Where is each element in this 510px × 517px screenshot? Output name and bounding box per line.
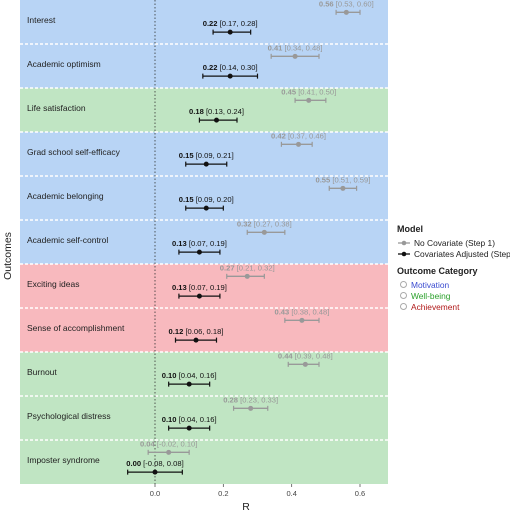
- value-label-adjusted-academic-self-control: 0.13 [0.07, 0.19]: [172, 239, 227, 248]
- outcome-label-interest: Interest: [27, 15, 56, 25]
- value-label-no-covariate-academic-optimism: 0.41 [0.34, 0.48]: [268, 43, 323, 52]
- outcome-label-academic-self-control: Academic self-control: [27, 235, 108, 245]
- point-adjusted-burnout: [186, 381, 192, 387]
- panel-academic-belonging: [20, 176, 388, 220]
- legend-swatch-step2: [397, 250, 411, 258]
- value-label-adjusted-life-satisfaction: 0.18 [0.13, 0.24]: [189, 107, 244, 116]
- panel-interest: [20, 0, 388, 44]
- outcome-label-academic-optimism: Academic optimism: [27, 59, 101, 69]
- point-no-covariate-imposter-syndrome: [166, 449, 172, 455]
- panel-academic-optimism: [20, 44, 388, 88]
- legend-item-motivation: Motivation: [397, 279, 509, 290]
- point-no-covariate-sense-of-accomplishment: [299, 317, 305, 323]
- value-label-no-covariate-imposter-syndrome: 0.04 [-0.02, 0.10]: [140, 439, 197, 448]
- value-label-adjusted-academic-optimism: 0.22 [0.14, 0.30]: [203, 63, 258, 72]
- value-label-adjusted-imposter-syndrome: 0.00 [-0.08, 0.08]: [126, 459, 183, 468]
- axes-layer: 0.0 0.2 0.4 0.6 R Outcomes: [2, 0, 365, 513]
- panel-academic-self-control: [20, 220, 388, 264]
- point-no-covariate-interest: [343, 9, 349, 15]
- value-label-adjusted-psychological-distress: 0.10 [0.04, 0.16]: [162, 415, 217, 424]
- legend-item-step2: Covariates Adjusted (Step 2): [397, 248, 510, 259]
- y-axis-title: Outcomes: [2, 232, 14, 280]
- legend-swatch-step1: [397, 239, 411, 247]
- legend-model-title: Model: [397, 224, 423, 234]
- value-label-no-covariate-academic-belonging: 0.55 [0.51, 0.59]: [315, 175, 370, 184]
- legend-item-achievement: Achievement: [397, 301, 509, 312]
- point-adjusted-academic-optimism: [227, 73, 233, 79]
- value-label-no-covariate-interest: 0.56 [0.53, 0.60]: [319, 0, 374, 8]
- outcome-label-sense-of-accomplishment: Sense of accomplishment: [27, 323, 125, 333]
- value-label-no-covariate-burnout: 0.44 [0.39, 0.48]: [278, 351, 333, 360]
- marks-layer: Interest 0.56 [0.53, 0.60] 0.22 [0.17, 0.2…: [27, 0, 374, 475]
- point-adjusted-grad-school-self-efficacy: [203, 161, 209, 167]
- point-no-covariate-academic-belonging: [340, 185, 346, 191]
- point-adjusted-exciting-ideas: [196, 293, 202, 299]
- point-adjusted-academic-self-control: [196, 249, 202, 255]
- outcome-label-grad-school-self-efficacy: Grad school self-efficacy: [27, 147, 121, 157]
- point-no-covariate-grad-school-self-efficacy: [296, 141, 301, 147]
- legend-label-well-being: Well-being: [411, 290, 451, 301]
- value-label-no-covariate-grad-school-self-efficacy: 0.42 [0.37, 0.46]: [271, 131, 326, 140]
- panel-life-satisfaction: [20, 88, 388, 132]
- legend-item-step1: No Covariate (Step 1): [397, 237, 509, 248]
- outcome-label-imposter-syndrome: Imposter syndrome: [27, 455, 100, 465]
- legend: Model No Covariate (Step 1) Covariates A…: [397, 224, 510, 312]
- x-tick-label: 0.4: [286, 489, 296, 498]
- legend-dot-motivation: [400, 281, 407, 288]
- panel-psychological-distress: [20, 396, 388, 440]
- panels-layer: [20, 0, 388, 484]
- value-label-no-covariate-exciting-ideas: 0.27 [0.21, 0.32]: [220, 263, 275, 272]
- x-tick-label: 0.0: [150, 489, 160, 498]
- point-no-covariate-burnout: [302, 361, 308, 367]
- value-label-no-covariate-academic-self-control: 0.32 [0.27, 0.38]: [237, 219, 292, 228]
- legend-label-step2: Covariates Adjusted (Step 2): [414, 248, 510, 259]
- legend-dot-achievement: [400, 303, 407, 310]
- point-adjusted-life-satisfaction: [214, 117, 219, 123]
- outcome-label-academic-belonging: Academic belonging: [27, 191, 104, 201]
- legend-label-motivation: Motivation: [411, 279, 450, 290]
- outcome-label-psychological-distress: Psychological distress: [27, 411, 111, 421]
- value-label-adjusted-grad-school-self-efficacy: 0.15 [0.09, 0.21]: [179, 151, 234, 160]
- value-label-adjusted-sense-of-accomplishment: 0.12 [0.06, 0.18]: [169, 327, 224, 336]
- panel-sense-of-accomplishment: [20, 308, 388, 352]
- value-label-adjusted-exciting-ideas: 0.13 [0.07, 0.19]: [172, 283, 227, 292]
- point-no-covariate-psychological-distress: [248, 405, 254, 411]
- outcome-label-life-satisfaction: Life satisfaction: [27, 103, 86, 113]
- outcome-label-exciting-ideas: Exciting ideas: [27, 279, 79, 289]
- point-no-covariate-life-satisfaction: [306, 97, 312, 103]
- panel-imposter-syndrome: [20, 440, 388, 484]
- point-no-covariate-academic-self-control: [261, 229, 267, 235]
- value-label-no-covariate-psychological-distress: 0.28 [0.23, 0.33]: [223, 395, 278, 404]
- point-adjusted-sense-of-accomplishment: [193, 337, 199, 343]
- legend-item-well-being: Well-being: [397, 290, 509, 301]
- value-label-adjusted-academic-belonging: 0.15 [0.09, 0.20]: [179, 195, 234, 204]
- point-adjusted-interest: [227, 29, 233, 35]
- point-adjusted-academic-belonging: [203, 205, 209, 211]
- outcome-label-burnout: Burnout: [27, 367, 57, 377]
- panel-grad-school-self-efficacy: [20, 132, 388, 176]
- value-label-adjusted-burnout: 0.10 [0.04, 0.16]: [162, 371, 217, 380]
- legend-label-step1: No Covariate (Step 1): [414, 237, 495, 248]
- panel-burnout: [20, 352, 388, 396]
- panel-exciting-ideas: [20, 264, 388, 308]
- x-tick-label: 0.6: [355, 489, 365, 498]
- legend-label-achievement: Achievement: [411, 301, 460, 312]
- point-no-covariate-academic-optimism: [292, 53, 298, 59]
- x-tick-label: 0.2: [218, 489, 228, 498]
- point-adjusted-imposter-syndrome: [152, 469, 158, 475]
- x-axis-title: R: [242, 501, 250, 512]
- legend-category-title: Outcome Category: [397, 266, 478, 276]
- value-label-adjusted-interest: 0.22 [0.17, 0.28]: [203, 19, 258, 28]
- point-adjusted-psychological-distress: [186, 425, 192, 431]
- value-label-no-covariate-life-satisfaction: 0.45 [0.41, 0.50]: [281, 87, 336, 96]
- legend-dot-well-being: [400, 292, 407, 299]
- value-label-no-covariate-sense-of-accomplishment: 0.43 [0.38, 0.48]: [274, 307, 329, 316]
- point-no-covariate-exciting-ideas: [244, 273, 250, 279]
